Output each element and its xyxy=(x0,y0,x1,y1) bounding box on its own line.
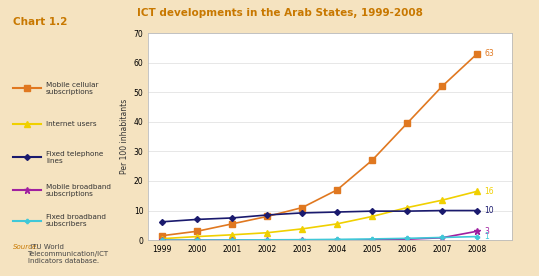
Y-axis label: Per 100 inhabitants: Per 100 inhabitants xyxy=(120,99,129,174)
Text: Internet users: Internet users xyxy=(46,121,96,127)
Text: Chart 1.2: Chart 1.2 xyxy=(13,17,67,26)
Text: 16: 16 xyxy=(484,187,494,196)
Text: 1: 1 xyxy=(484,232,489,241)
Text: Mobile broadband
subscriptions: Mobile broadband subscriptions xyxy=(46,184,111,197)
Text: ITU World
Telecommunication/ICT
Indicators database.: ITU World Telecommunication/ICT Indicato… xyxy=(27,244,109,264)
Text: 3: 3 xyxy=(484,227,489,236)
Text: Fixed broadband
subscribers: Fixed broadband subscribers xyxy=(46,214,106,227)
Text: Source:: Source: xyxy=(13,244,39,250)
Text: ICT developments in the Arab States, 1999-2008: ICT developments in the Arab States, 199… xyxy=(137,8,423,18)
Text: 63: 63 xyxy=(484,49,494,58)
Text: Fixed telephone
lines: Fixed telephone lines xyxy=(46,151,103,164)
Text: Mobile cellular
subscriptions: Mobile cellular subscriptions xyxy=(46,82,99,95)
Text: 10: 10 xyxy=(484,206,494,215)
